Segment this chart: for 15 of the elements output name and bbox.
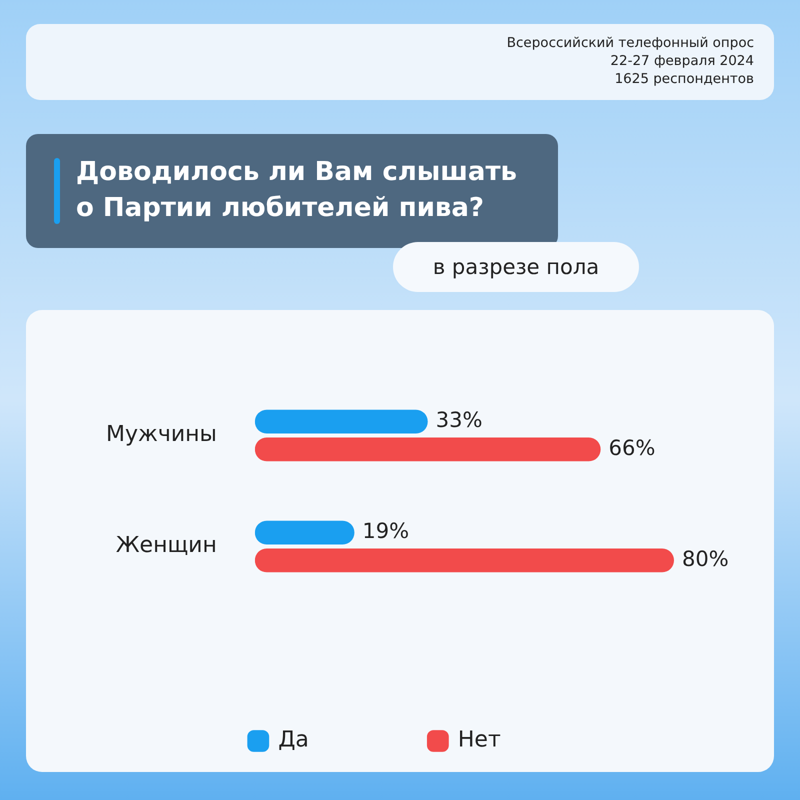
bar (254, 548, 674, 572)
text: Всероссийский телефонный опрос 22-27 февраля 2024 1625 респондентов (506, 34, 754, 88)
y-tick-label: Мужчины (106, 422, 217, 448)
chart-title: Доводилось ли Вам слышать о Партии любителей пива? (76, 157, 517, 223)
data-label: 66% (608, 436, 656, 460)
chart-subtitle: в разрезе пола (393, 242, 639, 292)
legend-label: Нет (458, 728, 501, 753)
bar (254, 437, 601, 462)
data-label: 80% (682, 546, 729, 571)
data-label: 33% (436, 408, 482, 432)
bar (254, 410, 428, 434)
legend-label: Да (278, 728, 309, 753)
data-label: 19% (362, 519, 410, 544)
bar (254, 520, 354, 545)
y-tick-label: Женщин (116, 533, 217, 558)
